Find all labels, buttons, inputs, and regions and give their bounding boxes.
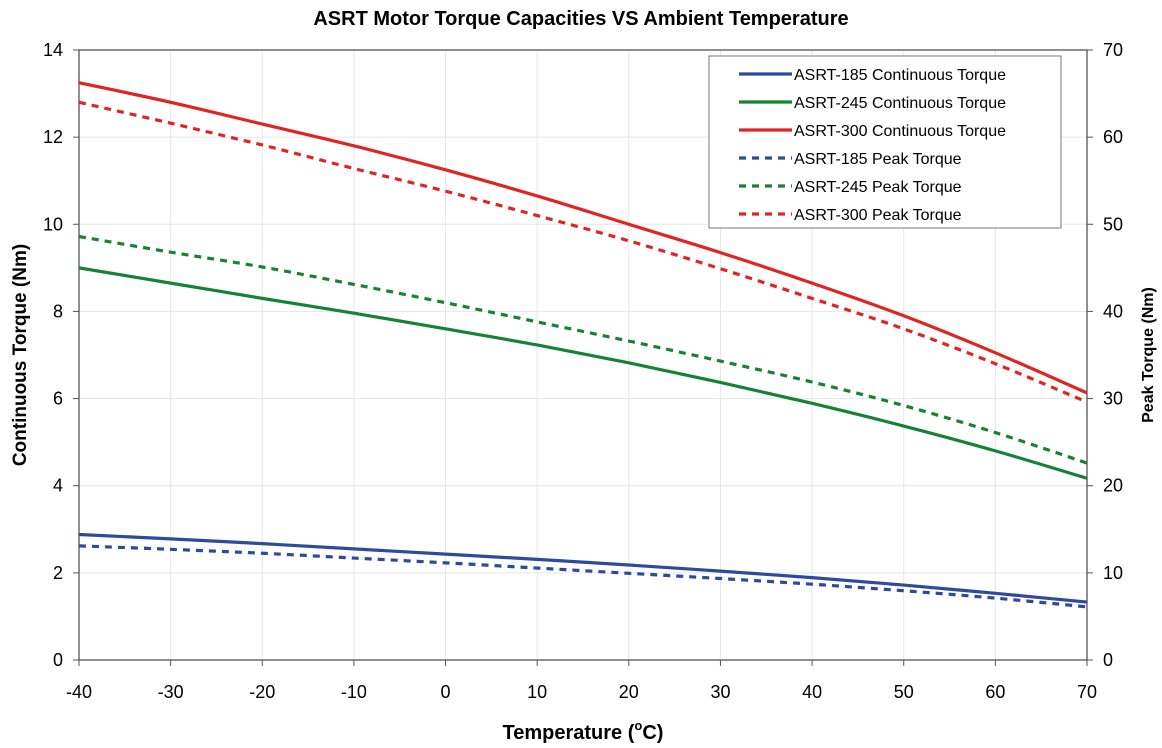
x-tick-label: 20	[619, 682, 639, 702]
legend-items: ASRT-185 Continuous Torque ASRT-245 Conti…	[739, 67, 1006, 224]
y-left-tick-label: 12	[43, 127, 63, 147]
legend-label: ASRT-245 Continuous Torque	[794, 95, 1006, 112]
x-axis-label-main: Temperature (	[503, 722, 635, 744]
y-right-tick-label: 0	[1103, 650, 1113, 670]
series-line-2	[78, 266, 1088, 480]
chart-title: ASRT Motor Torque Capacities VS Ambient …	[313, 8, 848, 30]
legend-label: ASRT-300 Peak Torque	[794, 207, 962, 224]
legend-label: ASRT-185 Peak Torque	[794, 151, 962, 168]
series-line-1	[78, 532, 1088, 604]
y-left-tick-label: 6	[53, 389, 63, 409]
plot-area-border	[78, 49, 1088, 661]
x-axis-label-superscript: o	[634, 718, 642, 733]
x-tick-label: 40	[802, 682, 822, 702]
y-left-tick-label: 8	[53, 301, 63, 321]
series-line-3	[78, 81, 1088, 395]
y-right-tick-label: 50	[1103, 214, 1123, 234]
y-right-tick-label: 40	[1103, 301, 1123, 321]
x-tick-label: 50	[894, 682, 914, 702]
y-axis-right-label: Peak Torque (Nm)	[1140, 287, 1157, 423]
y-left-tick-label: 2	[53, 563, 63, 583]
y-right-tick-label: 60	[1103, 127, 1123, 147]
x-axis-label-end: C)	[642, 722, 663, 744]
legend-label: ASRT-300 Continuous Torque	[794, 123, 1006, 140]
x-tick-label: -20	[249, 682, 275, 702]
grid	[79, 50, 1087, 660]
y-right-tick-label: 70	[1103, 40, 1123, 60]
y-left-tick-label: 4	[53, 476, 63, 496]
y-right-tick-label: 30	[1103, 389, 1123, 409]
x-tick-label: 0	[441, 682, 451, 702]
x-axis-label: Temperature (oC)	[503, 718, 664, 744]
x-tick-label: -30	[158, 682, 184, 702]
y-left-tick-label: 0	[53, 650, 63, 670]
series-lines	[78, 81, 1088, 609]
series-line-4	[78, 544, 1088, 609]
y-axis-left-label: Continuous Torque (Nm)	[10, 244, 31, 466]
x-tick-label: -40	[66, 682, 92, 702]
x-tick-label: 60	[985, 682, 1005, 702]
axis-ticks: -40 -30 -20 -10 0 10 20 30 40 50 60 70 0 2 4 6 8 10 12 14 0 1…	[43, 40, 1123, 702]
y-right-tick-label: 10	[1103, 563, 1123, 583]
legend-label: ASRT-185 Continuous Torque	[794, 67, 1006, 84]
series-line-5	[78, 234, 1088, 465]
y-left-tick-label: 10	[43, 214, 63, 234]
x-tick-label: 10	[527, 682, 547, 702]
y-left-tick-label: 14	[43, 40, 63, 60]
y-right-tick-label: 20	[1103, 476, 1123, 496]
x-tick-label: 70	[1077, 682, 1097, 702]
legend-label: ASRT-245 Peak Torque	[794, 179, 962, 196]
x-tick-label: 30	[710, 682, 730, 702]
x-tick-label: -10	[341, 682, 367, 702]
legend: ASRT-185 Continuous Torque ASRT-245 Conti…	[708, 55, 1062, 229]
legend-box	[708, 55, 1062, 229]
